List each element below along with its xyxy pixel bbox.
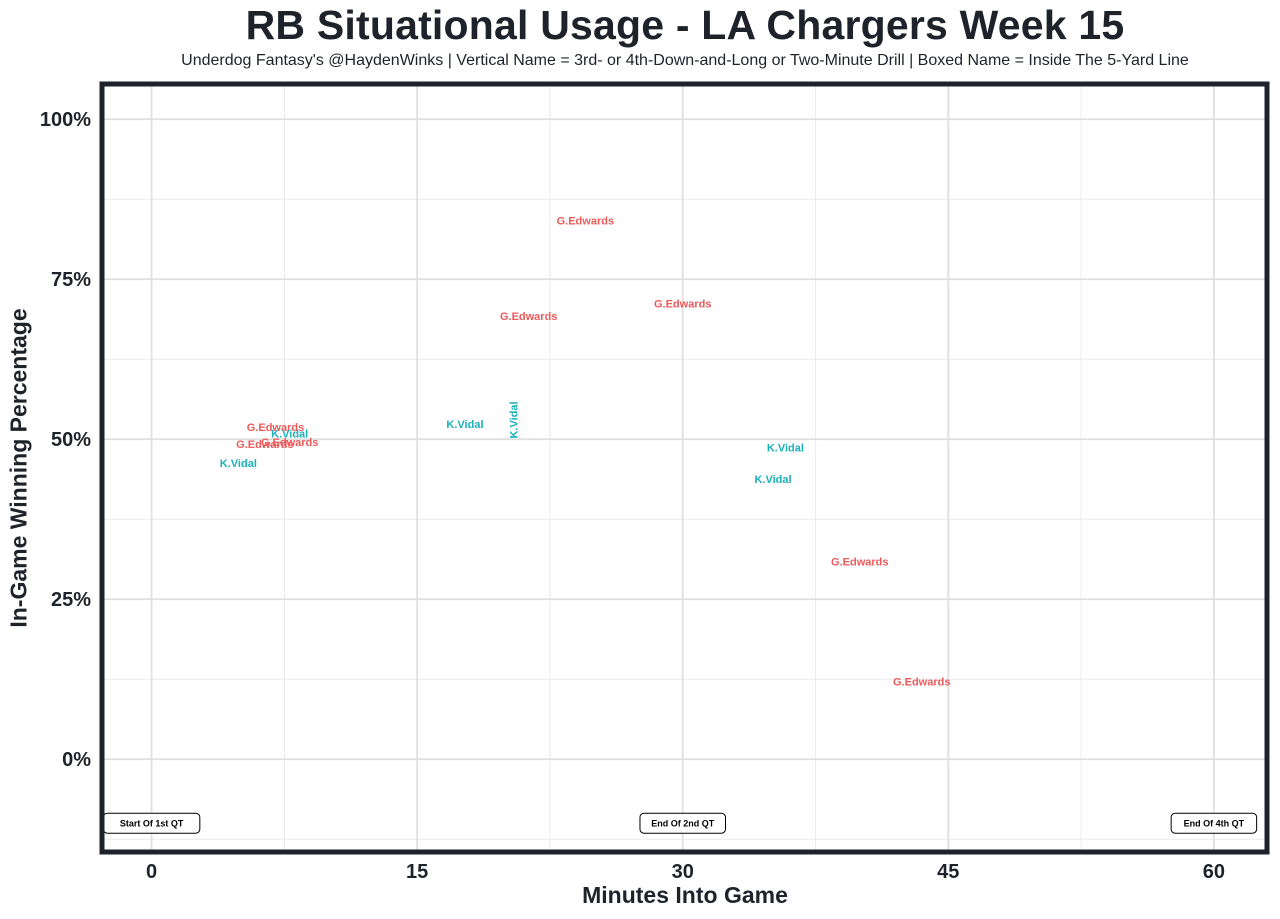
point-label: G.Edwards [500,311,557,323]
y-tick-label: 50% [51,429,91,451]
y-tick-label: 100% [40,109,91,131]
quarter-markers: Start Of 1st QT End Of 2nd QT End Of 4th Q… [102,812,1258,834]
point-label: K.Vidal [271,429,308,441]
quarter-marker-label: End Of 2nd QT [651,819,714,829]
point-label: G.Edwards [831,557,888,569]
y-tick-label: 75% [51,269,91,291]
quarter-marker-label: End Of 4th QT [1184,819,1245,829]
point-label: G.Edwards [236,439,293,451]
point-label: K.Vidal [220,458,257,470]
y-tick-label: 25% [51,589,91,611]
quarter-marker-label: Start Of 1st QT [120,819,184,829]
point-label: K.Vidal [446,419,483,431]
point-label: G.Edwards [557,216,614,228]
point-label: G.Edwards [261,437,318,449]
quarter-marker: Start Of 1st QT [102,812,201,834]
x-tick-label: 60 [1203,861,1225,883]
point-label: G.Edwards [654,299,711,311]
x-tick-label: 0 [146,861,157,883]
quarter-marker: End Of 4th QT [1170,812,1258,834]
plot-border [99,81,1270,855]
x-tick-label: 15 [406,861,428,883]
axis-ticks: 0 15 30 45 60 0% 25% 50% 75% 100% [40,109,1225,883]
point-label: G.Edwards [893,676,950,688]
x-axis-label: Minutes Into Game [582,882,788,908]
chart-subtitle: Underdog Fantasy's @HaydenWinks | Vertic… [181,52,1189,69]
point-label: K.Vidal [508,401,520,438]
x-tick-label: 45 [937,861,959,883]
quarter-marker-box [639,812,726,834]
grid-lines [102,84,1267,852]
y-tick-label: 0% [62,749,91,771]
point-label: G.Edwards [247,422,304,434]
point-label: K.Vidal [754,474,791,486]
data-points: G.EdwardsG.EdwardsG.EdwardsG.EdwardsG.Ed… [220,216,951,689]
quarter-marker: End Of 2nd QT [639,812,726,834]
quarter-marker-box [1170,812,1258,834]
point-label: K.Vidal [767,443,804,455]
x-tick-label: 30 [672,861,694,883]
chart-title: RB Situational Usage - LA Chargers Week … [245,2,1125,48]
